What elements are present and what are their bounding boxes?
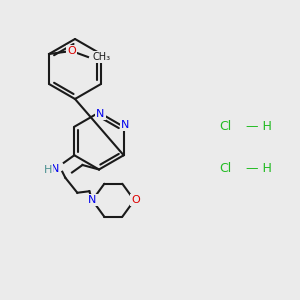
Text: H: H [44, 165, 52, 175]
Text: Cl: Cl [219, 161, 231, 175]
Text: N: N [121, 120, 129, 130]
Text: — H: — H [246, 161, 272, 175]
Text: N: N [51, 164, 59, 174]
Text: — H: — H [246, 119, 272, 133]
Text: N: N [88, 195, 97, 205]
Text: O: O [131, 195, 140, 205]
Text: Cl: Cl [219, 119, 231, 133]
Text: CH₃: CH₃ [92, 52, 111, 62]
Text: N: N [96, 109, 105, 119]
Text: O: O [67, 46, 76, 56]
